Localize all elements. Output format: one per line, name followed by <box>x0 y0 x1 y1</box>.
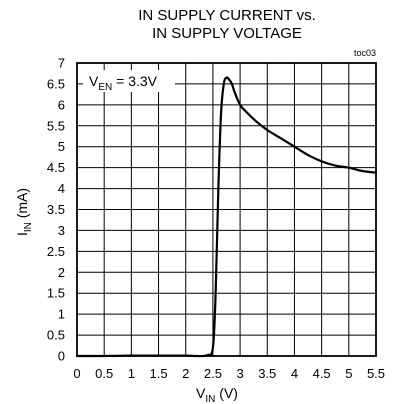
x-tick-label: 3 <box>236 366 243 381</box>
y-tick-label: 5.5 <box>47 118 65 133</box>
y-tick-label: 4.5 <box>47 160 65 175</box>
y-label-main: I <box>14 232 30 236</box>
y-tick-label: 6 <box>58 97 65 112</box>
x-tick-labels: 0 0.5 1 1.5 2 2.5 3 3.5 4 4.5 5 5.5 <box>73 366 385 381</box>
plot-frame <box>76 62 377 357</box>
y-tick-label: 3 <box>58 223 65 238</box>
x-tick-label: 5 <box>345 366 352 381</box>
x-label-sub: IN <box>205 394 215 404</box>
y-tick-label: 6.5 <box>47 76 65 91</box>
x-label-unit: (V) <box>215 385 238 401</box>
y-label-sub: IN <box>23 222 34 232</box>
annotation-background <box>83 70 175 92</box>
x-tick-label: 2.5 <box>204 366 222 381</box>
y-tick-label: 4 <box>58 181 65 196</box>
y-label-unit: (mA) <box>14 188 30 222</box>
chart-title-line-1: IN SUPPLY CURRENT vs. <box>138 7 316 24</box>
y-tick-label: 2 <box>58 265 65 280</box>
x-tick-label: 0.5 <box>95 366 113 381</box>
y-tick-label: 1.5 <box>47 286 65 301</box>
figure-id: toc03 <box>354 48 376 58</box>
x-axis-label: VIN (V) <box>196 385 238 404</box>
annotation-text: VEN = 3.3V <box>89 73 158 93</box>
x-tick-label: 3.5 <box>258 366 276 381</box>
x-tick-label: 4.5 <box>313 366 331 381</box>
x-tick-label: 1 <box>128 366 135 381</box>
x-tick-label: 1.5 <box>150 366 168 381</box>
annotation-sub: EN <box>98 82 112 93</box>
x-tick-label: 5.5 <box>367 366 385 381</box>
x-tick-label: 4 <box>291 366 298 381</box>
annotation-main: V <box>89 73 99 89</box>
y-tick-label: 7 <box>58 56 65 71</box>
y-tick-label: 0.5 <box>47 328 65 343</box>
grid-lines <box>77 63 376 356</box>
x-tick-label: 2 <box>182 366 189 381</box>
y-tick-label: 2.5 <box>47 244 65 259</box>
y-tick-label: 0 <box>58 349 65 364</box>
chart-title-line-2: IN SUPPLY VOLTAGE <box>152 25 302 42</box>
x-label-main: V <box>196 385 206 401</box>
annotation-rest: = 3.3V <box>112 73 157 89</box>
x-tick-label: 0 <box>73 366 80 381</box>
y-tick-label: 5 <box>58 139 65 154</box>
y-tick-labels: 0 0.5 1 1.5 2 2.5 3 3.5 4 4.5 5 5.5 6 6.5 7 <box>47 56 65 364</box>
y-tick-label: 3.5 <box>47 202 65 217</box>
y-tick-label: 1 <box>58 307 65 322</box>
y-axis-label: IIN (mA) <box>14 188 34 236</box>
